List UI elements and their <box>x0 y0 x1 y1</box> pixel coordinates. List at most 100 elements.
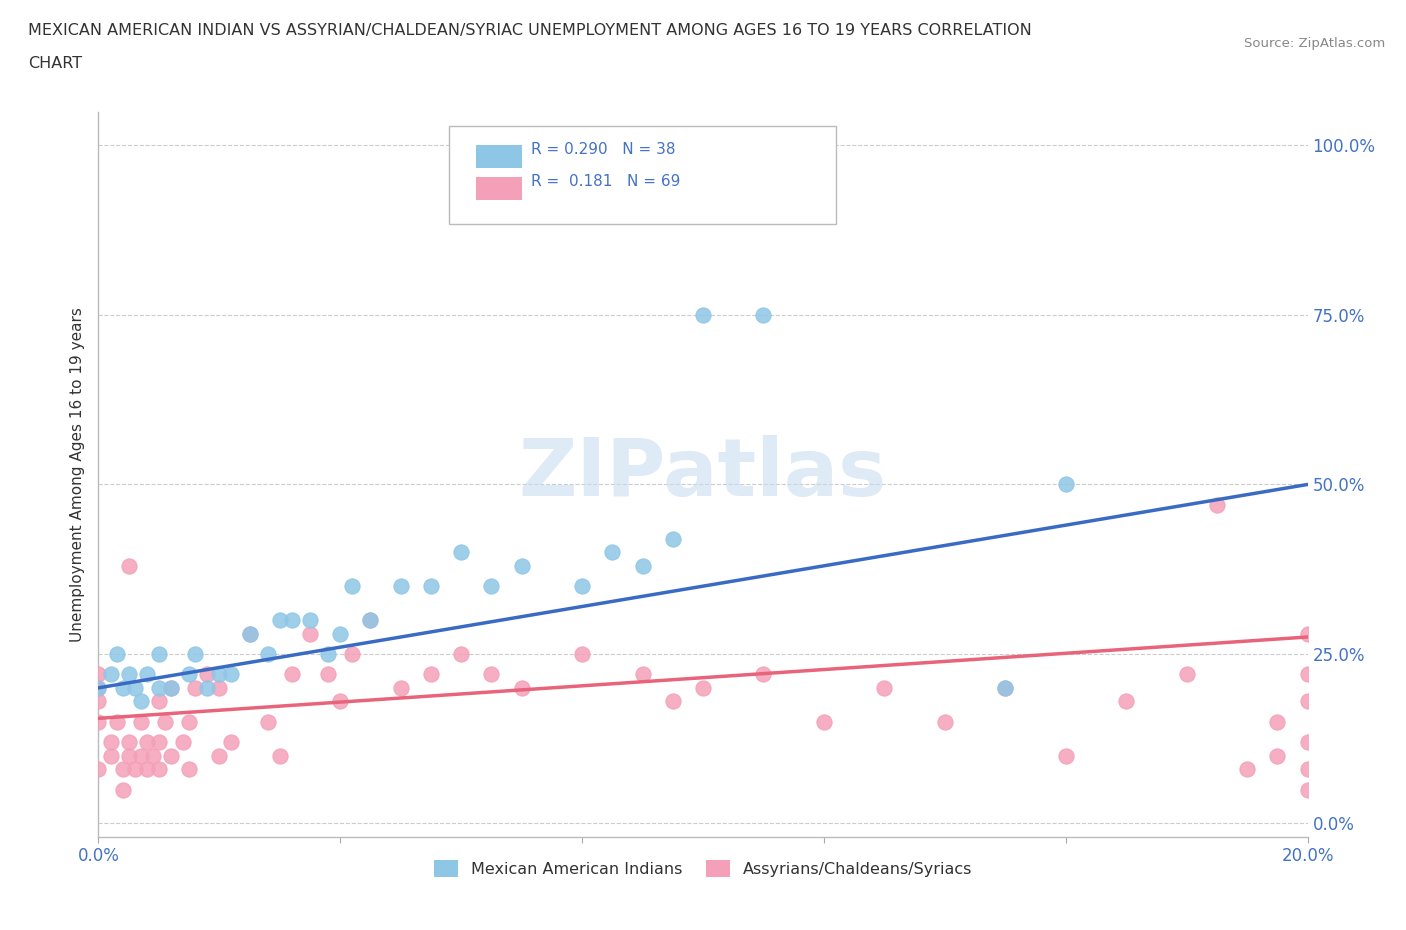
Point <box>179 762 201 777</box>
Point <box>420 578 443 593</box>
Point <box>934 714 956 729</box>
Point <box>1296 762 1319 777</box>
Point <box>661 531 683 546</box>
Point <box>571 646 593 661</box>
Point <box>994 681 1017 696</box>
Point <box>111 762 134 777</box>
Legend: Mexican American Indians, Assyrians/Chaldeans/Syriacs: Mexican American Indians, Assyrians/Chal… <box>427 854 979 883</box>
Point <box>100 735 122 750</box>
Point <box>256 714 278 729</box>
Point <box>316 667 339 682</box>
Point <box>195 681 218 696</box>
Point <box>142 749 165 764</box>
Point <box>661 694 683 709</box>
Point <box>118 558 141 573</box>
Point <box>1296 735 1319 750</box>
Point <box>118 735 141 750</box>
Point <box>631 667 654 682</box>
Text: Source: ZipAtlas.com: Source: ZipAtlas.com <box>1244 37 1385 50</box>
Point <box>129 694 152 709</box>
Text: CHART: CHART <box>28 56 82 71</box>
Point <box>239 626 262 641</box>
Point <box>316 646 339 661</box>
Point <box>481 667 503 682</box>
Point <box>148 735 170 750</box>
Point <box>148 646 170 661</box>
Point <box>118 749 141 764</box>
Point <box>281 613 304 628</box>
Point <box>1296 667 1319 682</box>
Point <box>360 613 382 628</box>
Point <box>692 681 714 696</box>
Point <box>221 667 243 682</box>
Y-axis label: Unemployment Among Ages 16 to 19 years: Unemployment Among Ages 16 to 19 years <box>69 307 84 642</box>
Text: R =  0.181   N = 69: R = 0.181 N = 69 <box>531 174 681 189</box>
Point <box>281 667 304 682</box>
Point <box>195 667 218 682</box>
Point <box>160 681 183 696</box>
Point <box>299 626 322 641</box>
Point <box>153 714 176 729</box>
Point <box>160 681 183 696</box>
Point <box>329 694 352 709</box>
Point <box>389 681 412 696</box>
Point <box>124 681 146 696</box>
Point <box>510 558 533 573</box>
Point <box>256 646 278 661</box>
Point <box>1236 762 1258 777</box>
Point <box>87 714 110 729</box>
Point <box>631 558 654 573</box>
Point <box>1296 626 1319 641</box>
Point <box>172 735 194 750</box>
Point <box>450 545 472 560</box>
Point <box>269 613 291 628</box>
Point <box>1267 714 1289 729</box>
Point <box>329 626 352 641</box>
Point <box>602 545 624 560</box>
Point <box>994 681 1017 696</box>
Point <box>179 714 201 729</box>
Point <box>87 694 110 709</box>
Point <box>208 681 231 696</box>
Point <box>1054 749 1077 764</box>
Point <box>299 613 322 628</box>
Point <box>118 667 141 682</box>
Point <box>129 714 152 729</box>
Bar <box>475 145 522 168</box>
Point <box>1296 694 1319 709</box>
Point <box>111 681 134 696</box>
Point <box>135 762 157 777</box>
FancyBboxPatch shape <box>449 126 837 224</box>
Point <box>184 646 207 661</box>
Point <box>342 578 364 593</box>
Point <box>160 749 183 764</box>
Point <box>571 578 593 593</box>
Point <box>1054 477 1077 492</box>
Point <box>105 646 128 661</box>
Point <box>87 667 110 682</box>
Point <box>184 681 207 696</box>
Point <box>100 667 122 682</box>
Point <box>221 735 243 750</box>
Point <box>389 578 412 593</box>
Text: ZIPatlas: ZIPatlas <box>519 435 887 513</box>
Point <box>135 735 157 750</box>
Point <box>342 646 364 661</box>
Point <box>239 626 262 641</box>
Point <box>129 749 152 764</box>
Point <box>692 308 714 323</box>
Point <box>752 308 775 323</box>
Point <box>87 681 110 696</box>
Point <box>148 762 170 777</box>
Point <box>148 681 170 696</box>
Point <box>360 613 382 628</box>
Point <box>179 667 201 682</box>
Point <box>269 749 291 764</box>
Bar <box>475 177 522 200</box>
Point <box>135 667 157 682</box>
Point <box>105 714 128 729</box>
Point <box>124 762 146 777</box>
Point <box>481 578 503 593</box>
Point <box>111 782 134 797</box>
Point <box>450 646 472 661</box>
